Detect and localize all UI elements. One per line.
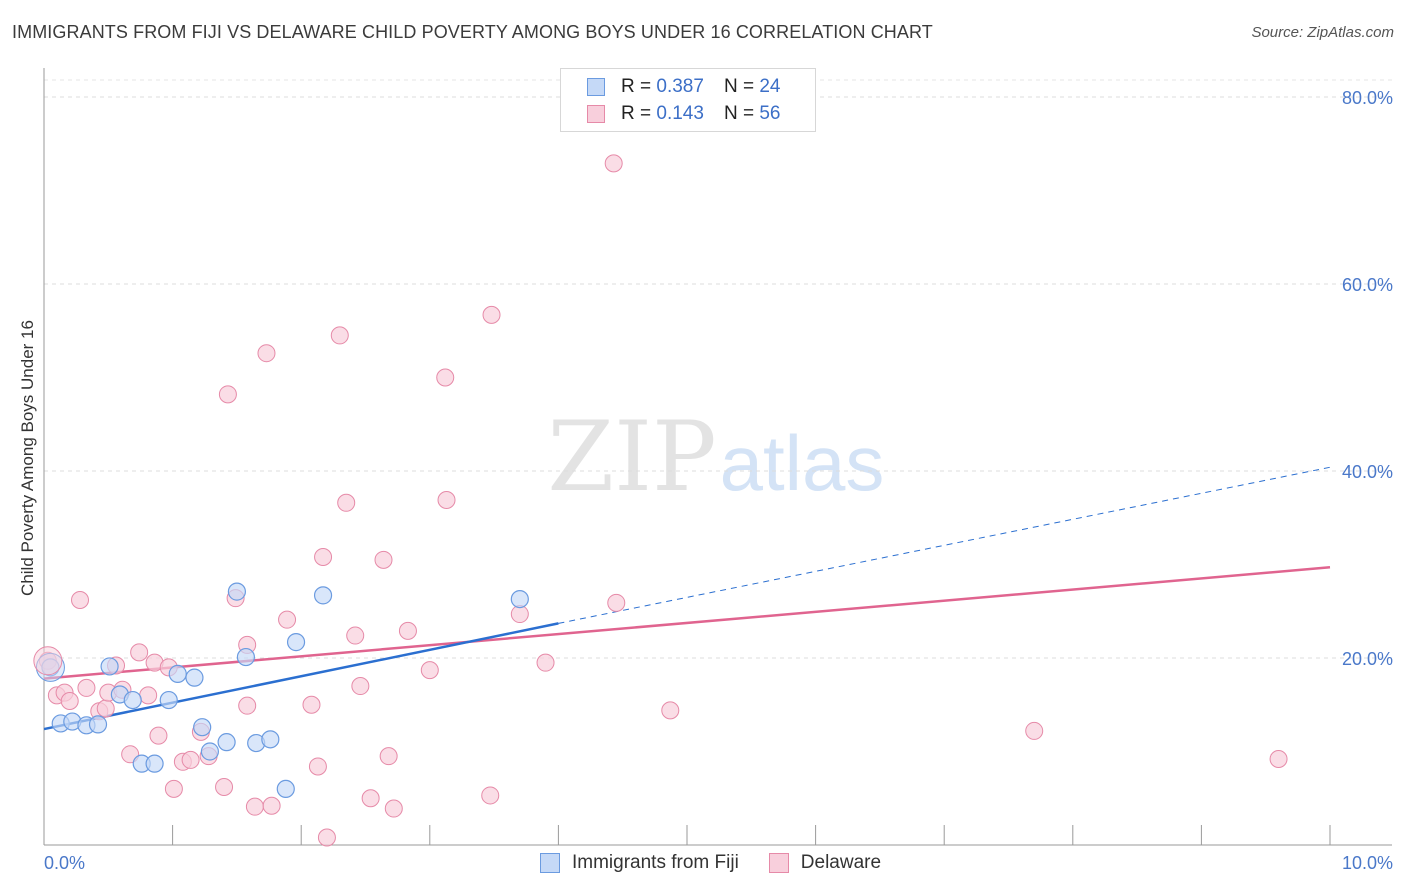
- legend-r-label: R =: [621, 103, 652, 124]
- fiji-point: [159, 690, 178, 710]
- legend-swatch-delaware: [768, 853, 789, 873]
- series-legend-fiji: Immigrants from Fiji: [540, 852, 739, 874]
- delaware-point: [420, 661, 439, 680]
- delaware-point: [604, 154, 623, 173]
- fiji-trend-line: [43, 622, 559, 731]
- fiji-point: [123, 690, 142, 710]
- delaware-point: [181, 750, 200, 769]
- delaware-point: [257, 344, 276, 363]
- delaware-trend-line: [43, 566, 1331, 680]
- watermark-zip: ZIP: [547, 401, 716, 513]
- legend-r-value: 0.387: [656, 76, 704, 97]
- trend-lines: [43, 466, 1331, 731]
- delaware-point: [308, 757, 327, 776]
- legend-n-value: 56: [759, 103, 781, 124]
- delaware-point: [361, 789, 380, 808]
- tick-labels: 20.0% 40.0% 60.0% 80.0% 0.0% 10.0%: [44, 88, 1393, 873]
- data-points: [33, 154, 1288, 847]
- delaware-point: [139, 686, 158, 705]
- delaware-point: [384, 799, 403, 818]
- fiji-point: [168, 664, 187, 683]
- axes: [43, 68, 1392, 846]
- delaware-point: [164, 779, 183, 798]
- delaware-point: [245, 797, 264, 816]
- delaware-point: [238, 696, 257, 715]
- fiji-point: [88, 715, 108, 734]
- delaware-point: [302, 695, 321, 714]
- delaware-point: [661, 701, 680, 720]
- delaware-point: [262, 796, 281, 815]
- delaware-point: [607, 593, 626, 612]
- delaware-point: [330, 326, 349, 345]
- x-tick-label: 10.0%: [1342, 853, 1393, 873]
- delaware-point: [1269, 749, 1288, 768]
- fiji-point: [227, 582, 246, 601]
- fiji-point: [276, 779, 295, 799]
- fiji-point: [193, 718, 212, 737]
- legend-n-label: N =: [723, 103, 755, 124]
- y-tick-label: 80.0%: [1342, 88, 1393, 108]
- y-tick-label: 60.0%: [1342, 275, 1393, 295]
- y-tick-label: 40.0%: [1342, 462, 1393, 482]
- series-legend-label-delaware: Delaware: [800, 852, 882, 873]
- delaware-point: [77, 678, 96, 697]
- delaware-point: [536, 653, 555, 672]
- fiji-point: [236, 647, 256, 667]
- delaware-point: [374, 550, 393, 569]
- fiji-point: [261, 730, 280, 749]
- delaware-point: [130, 643, 149, 662]
- legend-swatch-fiji: [540, 853, 560, 873]
- legend-row-delaware: R = 0.143 N = 56: [587, 102, 780, 126]
- fiji-point: [286, 633, 306, 652]
- delaware-point: [482, 305, 501, 324]
- fiji-point: [217, 733, 236, 752]
- series-legend-delaware: Delaware: [768, 852, 882, 874]
- delaware-point: [437, 490, 456, 509]
- legend-r-label: R =: [621, 76, 652, 97]
- legend-swatch-delaware: [587, 105, 605, 123]
- series-legend: Immigrants from Fiji Delaware: [540, 852, 911, 874]
- correlation-legend: R = 0.387 N = 24 R = 0.143 N = 56: [560, 68, 816, 132]
- delaware-point: [1025, 721, 1044, 740]
- delaware-point: [398, 621, 417, 640]
- legend-row-fiji: R = 0.387 N = 24: [587, 75, 780, 99]
- delaware-point: [218, 385, 237, 404]
- fiji-point: [510, 589, 529, 609]
- delaware-point: [215, 778, 234, 797]
- delaware-point: [278, 610, 297, 629]
- delaware-point: [71, 591, 90, 610]
- delaware-point: [96, 699, 115, 718]
- delaware-point: [337, 493, 356, 512]
- delaware-point: [149, 726, 168, 745]
- delaware-point: [346, 626, 365, 645]
- series-legend-label-fiji: Immigrants from Fiji: [572, 852, 739, 873]
- fiji-point: [313, 586, 333, 605]
- delaware-point: [481, 786, 500, 805]
- delaware-point: [314, 548, 333, 567]
- delaware-point: [317, 828, 336, 847]
- watermark-atlas: atlas: [720, 419, 885, 507]
- legend-n-label: N =: [723, 76, 755, 97]
- gridlines: [44, 79, 1392, 659]
- fiji-point: [185, 668, 204, 687]
- fiji-point: [145, 754, 164, 773]
- fiji-point: [200, 742, 219, 761]
- delaware-point: [60, 692, 79, 711]
- fiji-point: [100, 657, 119, 676]
- source-label: Source: ZipAtlas.com: [1251, 24, 1394, 41]
- x-tick-label: 0.0%: [44, 853, 85, 873]
- delaware-point: [351, 677, 370, 696]
- chart-title: IMMIGRANTS FROM FIJI VS DELAWARE CHILD P…: [12, 22, 933, 42]
- delaware-point: [379, 747, 398, 766]
- legend-swatch-fiji: [587, 78, 605, 96]
- legend-n-value: 24: [759, 76, 781, 97]
- delaware-point: [33, 646, 63, 676]
- y-tick-label: 20.0%: [1342, 649, 1393, 669]
- legend-r-value: 0.143: [656, 103, 704, 124]
- delaware-point: [436, 368, 455, 387]
